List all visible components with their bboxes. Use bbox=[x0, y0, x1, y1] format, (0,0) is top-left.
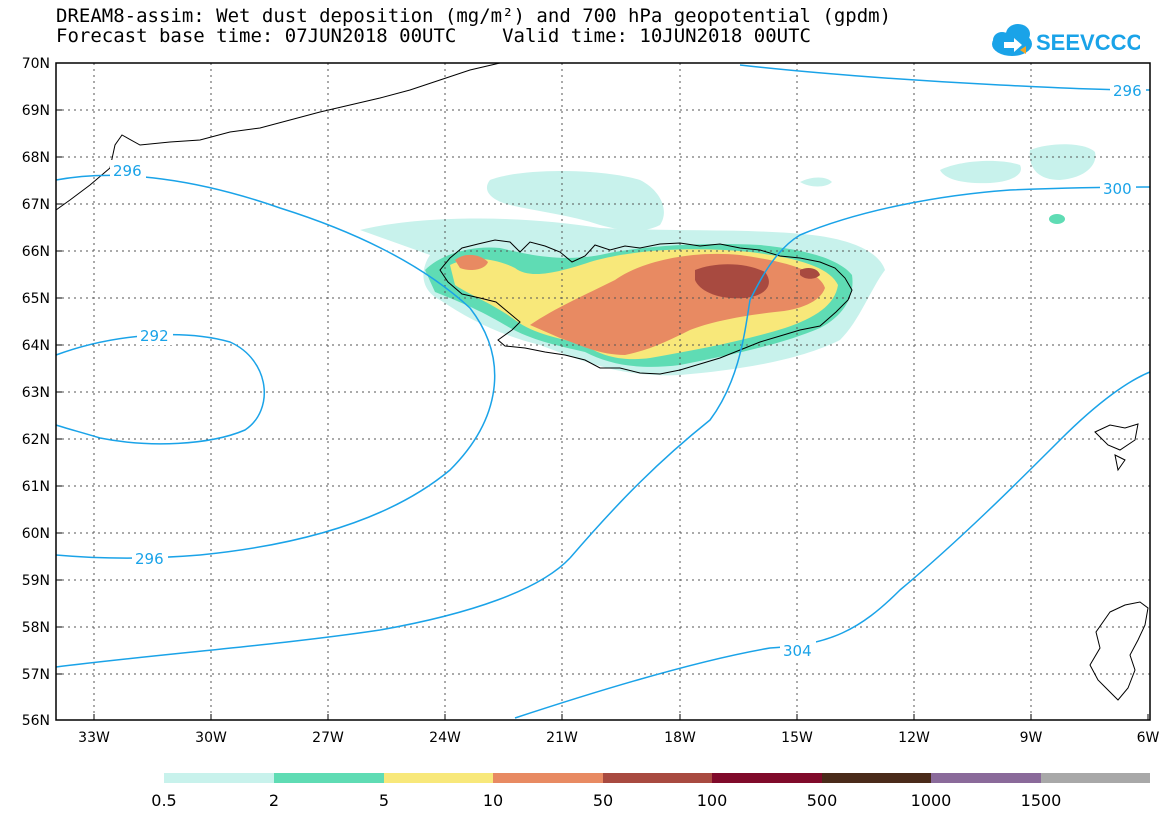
logo-text: SEEVCCC bbox=[1036, 30, 1140, 55]
axis-ticks bbox=[56, 62, 1149, 721]
colorbar-label: 500 bbox=[807, 791, 838, 810]
colorbar-swatch bbox=[384, 773, 493, 783]
colorbar-label: 2 bbox=[269, 791, 279, 810]
coastlines bbox=[55, 62, 1149, 701]
lat-label: 64N bbox=[22, 338, 50, 354]
contour-label-296-sw: 296 bbox=[135, 550, 164, 568]
lat-label: 69N bbox=[22, 103, 50, 119]
lat-label: 68N bbox=[22, 150, 50, 166]
longitude-labels: 33W 30W 27W 24W 21W 18W 15W 12W 9W 6W bbox=[78, 730, 1159, 746]
dust-area-brown-small bbox=[800, 267, 820, 279]
contour-label-296-nw: 296 bbox=[113, 162, 142, 180]
colorbar-swatch bbox=[274, 773, 384, 783]
lat-label: 66N bbox=[22, 244, 50, 260]
colorbar-swatch bbox=[712, 773, 822, 783]
contour-300 bbox=[569, 186, 1151, 559]
lon-label: 15W bbox=[781, 730, 813, 746]
colorbar-label: 0.5 bbox=[151, 791, 176, 810]
contour-304 bbox=[514, 371, 1151, 719]
dust-area-light-north bbox=[486, 171, 664, 231]
dust-area-light-east3 bbox=[800, 177, 832, 187]
seevccc-logo: SEEVCCC bbox=[992, 24, 1140, 56]
colorbar-swatch bbox=[493, 773, 603, 783]
colorbar-swatch bbox=[164, 773, 274, 783]
contour-296-south bbox=[55, 557, 571, 668]
lat-label: 57N bbox=[22, 667, 50, 683]
contour-label-296-ne: 296 bbox=[1113, 82, 1142, 100]
lon-label: 12W bbox=[898, 730, 930, 746]
colorbar-swatch bbox=[603, 773, 712, 783]
colorbar-label: 5 bbox=[379, 791, 389, 810]
lat-label: 67N bbox=[22, 197, 50, 213]
map-title-line2: Forecast base time: 07JUN2018 00UTC Vali… bbox=[56, 25, 811, 47]
contour-296-top bbox=[739, 64, 1151, 91]
lon-label: 21W bbox=[546, 730, 578, 746]
contour-label-304: 304 bbox=[783, 642, 812, 660]
lat-label: 60N bbox=[22, 526, 50, 542]
dust-area-brown bbox=[695, 264, 769, 299]
colorbar-label: 100 bbox=[697, 791, 728, 810]
lon-label: 6W bbox=[1137, 730, 1160, 746]
lon-label: 24W bbox=[429, 730, 461, 746]
lon-label: 18W bbox=[664, 730, 696, 746]
scotland-islands bbox=[1094, 423, 1139, 472]
lon-label: 27W bbox=[312, 730, 344, 746]
contour-296-west bbox=[55, 174, 496, 559]
scotland-coast bbox=[1089, 601, 1149, 701]
colorbar-swatch bbox=[931, 773, 1041, 783]
dust-area-orange-west bbox=[455, 254, 488, 270]
colorbar-label: 1500 bbox=[1021, 791, 1062, 810]
lat-label: 59N bbox=[22, 573, 50, 589]
colorbar-swatch bbox=[822, 773, 931, 783]
contour-label-292: 292 bbox=[140, 327, 169, 345]
greenland-coast bbox=[55, 62, 501, 211]
geopotential-contours bbox=[55, 64, 1151, 719]
lat-label: 56N bbox=[22, 713, 50, 729]
colorbar-swatch bbox=[1041, 773, 1150, 783]
map-title-line1: DREAM8-assim: Wet dust deposition (mg/m²… bbox=[56, 5, 892, 27]
lon-label: 30W bbox=[195, 730, 227, 746]
lon-label: 33W bbox=[78, 730, 110, 746]
lat-label: 63N bbox=[22, 385, 50, 401]
contour-labels: 296 296 292 296 300 304 bbox=[110, 80, 1146, 660]
cloud-icon bbox=[992, 24, 1032, 56]
lon-label: 9W bbox=[1020, 730, 1043, 746]
dust-deposition-shading bbox=[360, 144, 1096, 376]
lat-label: 65N bbox=[22, 291, 50, 307]
dust-area-light-east1 bbox=[940, 160, 1021, 184]
colorbar-label: 10 bbox=[483, 791, 503, 810]
iceland-coast bbox=[439, 239, 853, 375]
lat-label: 62N bbox=[22, 432, 50, 448]
lat-label: 61N bbox=[22, 479, 50, 495]
colorbar: 0.5 2 5 10 50 100 500 1000 1500 bbox=[151, 773, 1150, 810]
colorbar-label: 50 bbox=[593, 791, 613, 810]
contour-292 bbox=[55, 333, 266, 445]
lat-label: 70N bbox=[22, 56, 50, 72]
contour-label-300: 300 bbox=[1103, 180, 1132, 198]
dust-area-light-east2 bbox=[1029, 144, 1096, 180]
lat-label: 58N bbox=[22, 620, 50, 636]
latitude-labels: 70N 69N 68N 67N 66N 65N 64N 63N 62N 61N … bbox=[22, 56, 50, 729]
map-gridlines bbox=[56, 63, 1150, 720]
colorbar-label: 1000 bbox=[911, 791, 952, 810]
dust-spot-green bbox=[1049, 214, 1065, 224]
